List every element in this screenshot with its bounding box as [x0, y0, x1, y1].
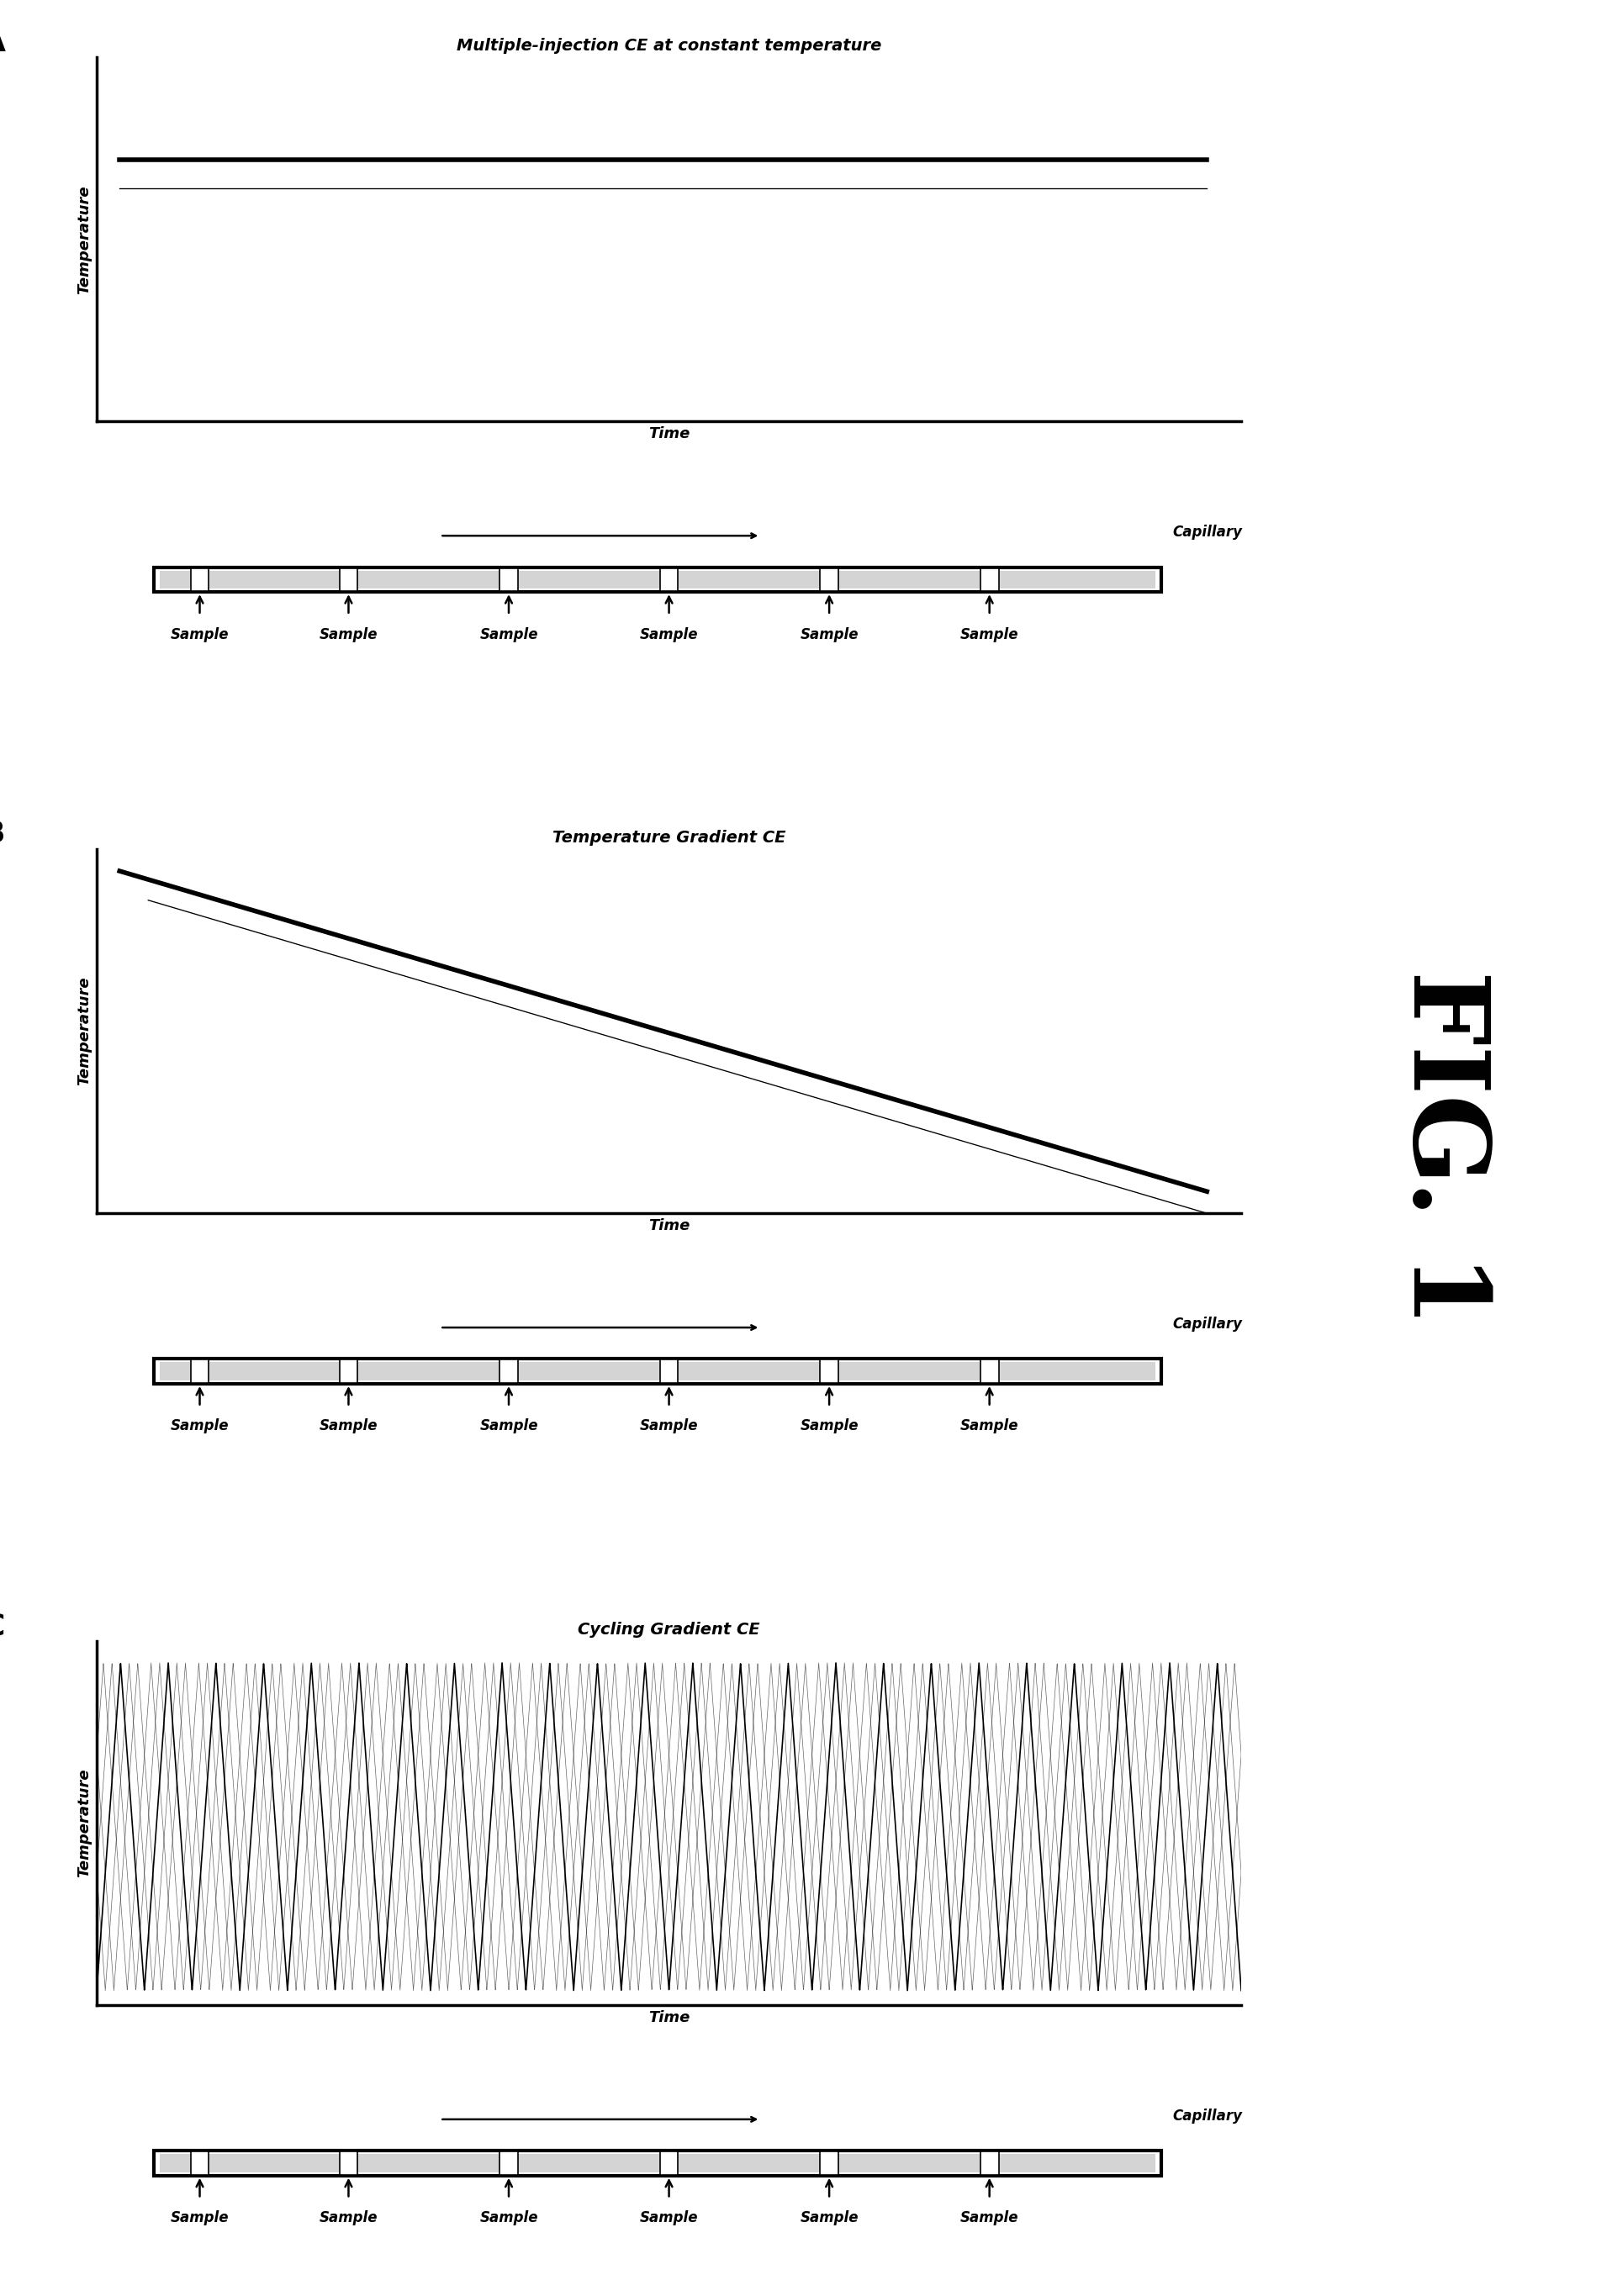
Y-axis label: Temperature: Temperature	[77, 1768, 92, 1878]
Bar	[659, 2151, 679, 2174]
Bar	[980, 1359, 998, 1382]
Bar	[659, 1359, 679, 1382]
Text: Capillary: Capillary	[1172, 1316, 1243, 1332]
Bar	[190, 1359, 210, 1382]
X-axis label: Time: Time	[648, 2009, 690, 2025]
Text: Sample: Sample	[640, 2211, 698, 2225]
Text: Sample: Sample	[640, 1419, 698, 1433]
Bar	[190, 567, 210, 590]
Text: Sample: Sample	[800, 1419, 859, 1433]
Text: Sample: Sample	[961, 627, 1019, 643]
Bar	[160, 2154, 1156, 2172]
Text: Sample: Sample	[319, 1419, 377, 1433]
Bar	[190, 2151, 210, 2174]
Bar	[340, 567, 358, 590]
Bar	[821, 2151, 838, 2174]
Bar	[160, 569, 1156, 588]
Text: Sample: Sample	[640, 627, 698, 643]
Bar	[980, 2151, 998, 2174]
Text: Sample: Sample	[171, 1419, 229, 1433]
Text: Sample: Sample	[800, 2211, 859, 2225]
Text: C: C	[0, 1612, 5, 1639]
Bar	[821, 1359, 838, 1382]
Text: Sample: Sample	[319, 2211, 377, 2225]
Text: Sample: Sample	[319, 627, 377, 643]
Bar	[160, 1362, 1156, 1380]
Text: Sample: Sample	[171, 627, 229, 643]
Text: A: A	[0, 28, 6, 57]
Text: B: B	[0, 820, 5, 850]
Bar	[340, 2151, 358, 2174]
Text: Sample: Sample	[961, 2211, 1019, 2225]
Title: Temperature Gradient CE: Temperature Gradient CE	[553, 829, 785, 845]
Bar	[500, 1359, 517, 1382]
Title: Multiple-injection CE at constant temperature: Multiple-injection CE at constant temper…	[456, 37, 882, 53]
Text: Sample: Sample	[479, 627, 538, 643]
Bar	[821, 567, 838, 590]
Y-axis label: Temperature: Temperature	[77, 186, 92, 294]
Text: Sample: Sample	[171, 2211, 229, 2225]
Title: Cycling Gradient CE: Cycling Gradient CE	[577, 1621, 761, 1637]
Text: Sample: Sample	[800, 627, 859, 643]
Text: Capillary: Capillary	[1172, 526, 1243, 540]
Bar	[980, 567, 998, 590]
Bar	[500, 2151, 517, 2174]
Text: Capillary: Capillary	[1172, 2108, 1243, 2124]
X-axis label: Time: Time	[648, 1217, 690, 1233]
Bar	[155, 567, 1161, 592]
Bar	[155, 1359, 1161, 1384]
Bar	[155, 2151, 1161, 2177]
Bar	[500, 567, 517, 590]
Text: Sample: Sample	[479, 2211, 538, 2225]
Text: Sample: Sample	[479, 1419, 538, 1433]
Text: Sample: Sample	[961, 1419, 1019, 1433]
Bar	[659, 567, 679, 590]
Y-axis label: Temperature: Temperature	[77, 976, 92, 1086]
Bar	[340, 1359, 358, 1382]
X-axis label: Time: Time	[648, 427, 690, 441]
Text: FIG. 1: FIG. 1	[1391, 969, 1494, 1327]
